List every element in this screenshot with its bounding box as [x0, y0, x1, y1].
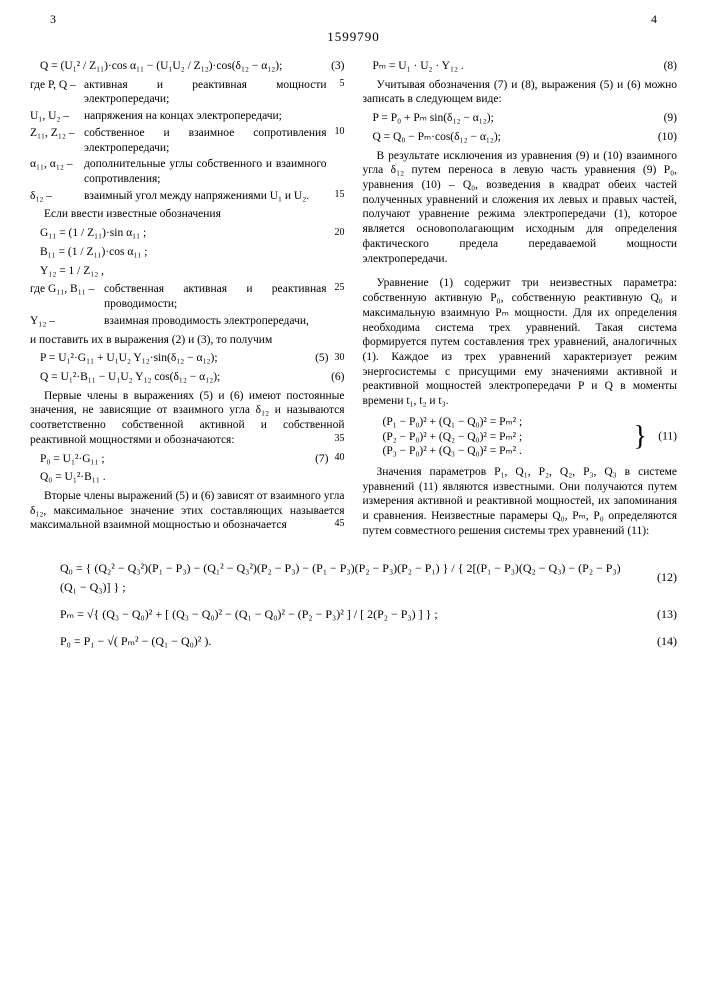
line-marker-45: 45: [321, 518, 345, 531]
intro-designations: Если ввести известные обозначения: [30, 207, 345, 222]
line-marker-40: 40: [329, 452, 345, 465]
brace-icon: }: [634, 415, 647, 459]
line-marker-10: 10: [331, 126, 345, 155]
document-number: 1599790: [30, 29, 677, 45]
equation-10: Q = Q₀ − Pₘ·cos(δ₁₂ − α₁₂); (10): [363, 130, 678, 145]
equation-12-num: (12): [637, 568, 677, 587]
equation-10-num: (10): [647, 130, 677, 145]
equation-b11-math: B₁₁ = (1 / Z₁₁)·cos α₁₁ ;: [30, 245, 345, 260]
fullwidth-equations: Q₀ = { (Q₂² − Q₃²)(P₁ − P₃) − (Q₁² − Q₃²…: [30, 559, 677, 652]
line-marker-15: 15: [331, 189, 345, 204]
def-delta-term: δ₁₂ –: [30, 189, 80, 204]
def-pq-term: где P, Q –: [30, 78, 80, 107]
line-marker-25: 25: [331, 282, 345, 311]
page-number-left: 3: [50, 12, 56, 27]
equation-8: Pₘ = U₁ · U₂ · Y₁₂ . (8): [363, 59, 678, 74]
equation-8-math: Pₘ = U₁ · U₂ · Y₁₂ .: [363, 59, 648, 74]
def-delta-desc: взаимный угол между напряжениями U₁ и U₂…: [84, 189, 327, 204]
equation-3-num: (3): [315, 59, 345, 74]
equation-9-num: (9): [647, 111, 677, 126]
def-u-term: U₁, U₂ –: [30, 109, 80, 124]
def-u-desc: напряжения на концах электропередачи;: [84, 109, 327, 124]
def-alpha-desc: дополнительные углы собственного и взаим…: [84, 157, 327, 186]
def-pq-desc: активная и реактивная мощности электропе…: [84, 78, 327, 107]
equation-5: P = U₁²·G₁₁ + U₁U₂ Y₁₂·sin(δ₁₂ − α₁₂); (…: [30, 351, 345, 366]
two-column-body: Q = (U₁² / Z₁₁)·cos α₁₁ − (U₁U₂ / Z₁₂)·c…: [30, 55, 677, 543]
equation-7b-math: Q₀ = U₁²·B₁₁ .: [30, 470, 345, 485]
patent-page: 3 4 1599790 Q = (U₁² / Z₁₁)·cos α₁₁ − (U…: [0, 0, 707, 1000]
equation-12: Q₀ = { (Q₂² − Q₃²)(P₁ − P₃) − (Q₁² − Q₃²…: [30, 559, 677, 597]
line-marker-35: 35: [321, 433, 345, 446]
equation-13-math: Pₘ = √{ (Q₃ − Q₀)² + [ (Q₃ − Q₀)² − (Q₁ …: [30, 605, 637, 624]
equation-9-math: P = P₀ + Pₘ sin(δ₁₂ − α₁₂);: [363, 111, 648, 126]
equation-g11-math: G₁₁ = (1 / Z₁₁)·sin α₁₁ ;: [30, 226, 329, 241]
equation-7a-math: P₀ = U₁²·G₁₁ ;: [30, 452, 299, 467]
right-column: Pₘ = U₁ · U₂ · Y₁₂ . (8) Учитывая обозна…: [363, 55, 678, 543]
first-terms-paragraph: Первые члены в выражениях (5) и (6) имею…: [30, 389, 345, 448]
equation-6-math: Q = U₁²·B₁₁ − U₁U₂ Y₁₂ cos(δ₁₂ − α₁₂);: [30, 370, 315, 385]
equation-7b: Q₀ = U₁²·B₁₁ .: [30, 470, 345, 485]
line-marker-20: 20: [329, 227, 345, 240]
equation-6: Q = U₁²·B₁₁ − U₁U₂ Y₁₂ cos(δ₁₂ − α₁₂); (…: [30, 370, 345, 385]
substitution-paragraph: Учитывая обозначения (7) и (8), выражени…: [363, 78, 678, 107]
equation-5-num: (5): [299, 351, 329, 366]
equation-14-num: (14): [637, 632, 677, 651]
equation-10-math: Q = Q₀ − Pₘ·cos(δ₁₂ − α₁₂);: [363, 130, 648, 145]
def-z-term: Z₁₁, Z₁₂ –: [30, 126, 80, 155]
equation-14: P₀ = P₁ − √( Pₘ² − (Q₁ − Q₀)² ). (14): [30, 632, 677, 651]
equation-7a: P₀ = U₁²·G₁₁ ; (7) 40: [30, 452, 345, 467]
equation-13-num: (13): [637, 605, 677, 624]
substitute-note: и поставить их в выражения (2) и (3), то…: [30, 333, 345, 348]
values-paragraph: Значения параметров P₁, Q₁, P₂, Q₂, P₃, …: [363, 465, 678, 539]
equation-12-math: Q₀ = { (Q₂² − Q₃²)(P₁ − P₃) − (Q₁² − Q₃²…: [30, 559, 637, 597]
equation-9: P = P₀ + Pₘ sin(δ₁₂ − α₁₂); (9): [363, 111, 678, 126]
def-gb-desc: собственная активная и реактивная провод…: [104, 282, 327, 311]
equation-11-block: (P₁ − P₀)² + (Q₁ − Q₀)² = Pₘ² ; (P₂ − P₀…: [363, 415, 678, 459]
definition-list-2: где G₁₁, B₁₁ – собственная активная и ре…: [30, 282, 345, 328]
definition-list-1: где P, Q – активная и реактивная мощност…: [30, 78, 345, 204]
line-marker-5: 5: [331, 78, 345, 107]
equation-b11: B₁₁ = (1 / Z₁₁)·cos α₁₁ ;: [30, 245, 345, 260]
equation-14-math: P₀ = P₁ − √( Pₘ² − (Q₁ − Q₀)² ).: [30, 632, 637, 651]
def-y-desc: взаимная проводимость электропередачи,: [104, 314, 327, 329]
equation-y12-math: Y₁₂ = 1 / Z₁₂ ,: [30, 264, 345, 279]
left-column: Q = (U₁² / Z₁₁)·cos α₁₁ − (U₁U₂ / Z₁₂)·c…: [30, 55, 345, 543]
equation-3-math: Q = (U₁² / Z₁₁)·cos α₁₁ − (U₁U₂ / Z₁₂)·c…: [30, 59, 315, 74]
equation-3: Q = (U₁² / Z₁₁)·cos α₁₁ − (U₁U₂ / Z₁₂)·c…: [30, 59, 345, 74]
def-gb-term: где G₁₁, B₁₁ –: [30, 282, 100, 311]
equation-5-math: P = U₁²·G₁₁ + U₁U₂ Y₁₂·sin(δ₁₂ − α₁₂);: [30, 351, 299, 366]
equation1-paragraph: Уравнение (1) содержит три неизвестных п…: [363, 276, 678, 408]
page-numbers-row: 3 4: [30, 12, 677, 27]
def-alpha-term: α₁₁, α₁₂ –: [30, 157, 80, 186]
equation-6-num: (6): [315, 370, 345, 385]
line-marker-30: 30: [329, 352, 345, 365]
def-z-desc: собственное и взаимное сопротивления эле…: [84, 126, 327, 155]
second-terms-paragraph: Вторые члены выражений (5) и (6) зависят…: [30, 489, 345, 533]
def-y-term: Y₁₂ –: [30, 314, 100, 329]
equation-11-num: (11): [658, 430, 677, 445]
page-number-right: 4: [651, 12, 657, 27]
equation-g11: G₁₁ = (1 / Z₁₁)·sin α₁₁ ; 20: [30, 226, 345, 241]
exclusion-paragraph: В результате исключения из уравнения (9)…: [363, 149, 678, 267]
equation-13: Pₘ = √{ (Q₃ − Q₀)² + [ (Q₃ − Q₀)² − (Q₁ …: [30, 605, 677, 624]
equation-7-num: (7): [299, 452, 329, 467]
equation-8-num: (8): [647, 59, 677, 74]
equation-y12: Y₁₂ = 1 / Z₁₂ ,: [30, 264, 345, 279]
